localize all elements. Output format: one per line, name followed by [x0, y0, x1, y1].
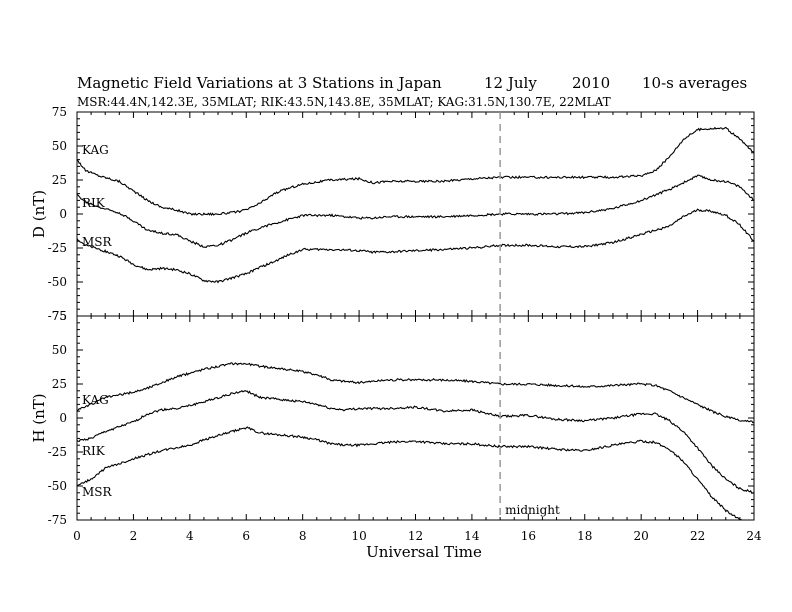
y-tick-label: 75	[52, 309, 67, 323]
chart-date-year: 2010	[572, 74, 610, 92]
y-tick-label: 75	[52, 105, 67, 119]
y-tick-label: 0	[59, 411, 67, 425]
x-tick-label: 18	[577, 529, 592, 543]
chart-date-day: 12 July	[484, 74, 537, 92]
y-tick-label: -25	[48, 445, 67, 459]
y-tick-label: 50	[52, 343, 67, 357]
x-tick-label: 22	[690, 529, 705, 543]
series-label-d-kag: KAG	[82, 143, 109, 157]
series-line-h-msr	[77, 426, 742, 520]
series-line-h-kag	[77, 362, 754, 424]
x-tick-label: 8	[299, 529, 307, 543]
series-label-h-kag: KAG	[82, 393, 109, 407]
y-axis-label-d: D (nT)	[30, 190, 48, 238]
y-tick-label: 50	[52, 139, 67, 153]
series-line-h-rik	[77, 389, 754, 494]
midnight-annotation-group: midnight	[499, 112, 560, 520]
chart-title: Magnetic Field Variations at 3 Stations …	[77, 74, 442, 92]
y-tick-label: -25	[48, 241, 67, 255]
y-tick-label: -75	[48, 513, 67, 527]
y-axis-label-h: H (nT)	[30, 393, 48, 442]
x-tick-label: 12	[408, 529, 423, 543]
panel-d: 75 50 25 0 -25 -50 -75 D (nT) KAG RIK MSR	[30, 105, 755, 323]
x-tick-label: 20	[634, 529, 649, 543]
series-line-d-rik	[77, 174, 754, 249]
panel-h: 75 50 25 0 -25 -50 -75 H (nT) KAG RIK MSR	[30, 309, 755, 527]
x-tick-label: 6	[242, 529, 250, 543]
x-tick-label: 4	[186, 529, 194, 543]
series-label-h-msr: MSR	[82, 485, 113, 499]
series-line-d-msr	[77, 208, 754, 284]
panel-frame	[76, 111, 755, 317]
y-tick-label: 25	[52, 377, 67, 391]
series-line-d-kag	[77, 126, 754, 216]
x-tick-label: 14	[464, 529, 480, 543]
y-tick-label: -50	[48, 479, 67, 493]
y-tick-label: 0	[59, 207, 67, 221]
x-tick-label: 2	[130, 529, 138, 543]
plot-panels: 75 50 25 0 -25 -50 -75 D (nT) KAG RIK MSR 75 50 25 0 -2…	[30, 105, 755, 527]
y-tick-label: -50	[48, 275, 67, 289]
x-tick-label: 0	[73, 529, 81, 543]
chart-averaging: 10-s averages	[642, 74, 747, 92]
panel-frame	[76, 315, 755, 521]
series-label-h-rik: RIK	[82, 444, 106, 458]
series-label-d-rik: RIK	[82, 196, 106, 210]
series-label-d-msr: MSR	[82, 235, 113, 249]
y-tick-label: -75	[48, 309, 67, 323]
midnight-label: midnight	[505, 503, 560, 517]
x-axis-label: Universal Time	[366, 543, 482, 561]
y-tick-label: 25	[52, 173, 67, 187]
x-axis: 0 2 4 6 8 10 12 14 16 18 20 22 24	[73, 529, 762, 543]
x-tick-label: 24	[746, 529, 762, 543]
x-tick-label: 10	[351, 529, 366, 543]
chart-subtitle: MSR:44.4N,142.3E, 35MLAT; RIK:43.5N,143.…	[77, 95, 611, 109]
x-tick-label: 16	[521, 529, 536, 543]
